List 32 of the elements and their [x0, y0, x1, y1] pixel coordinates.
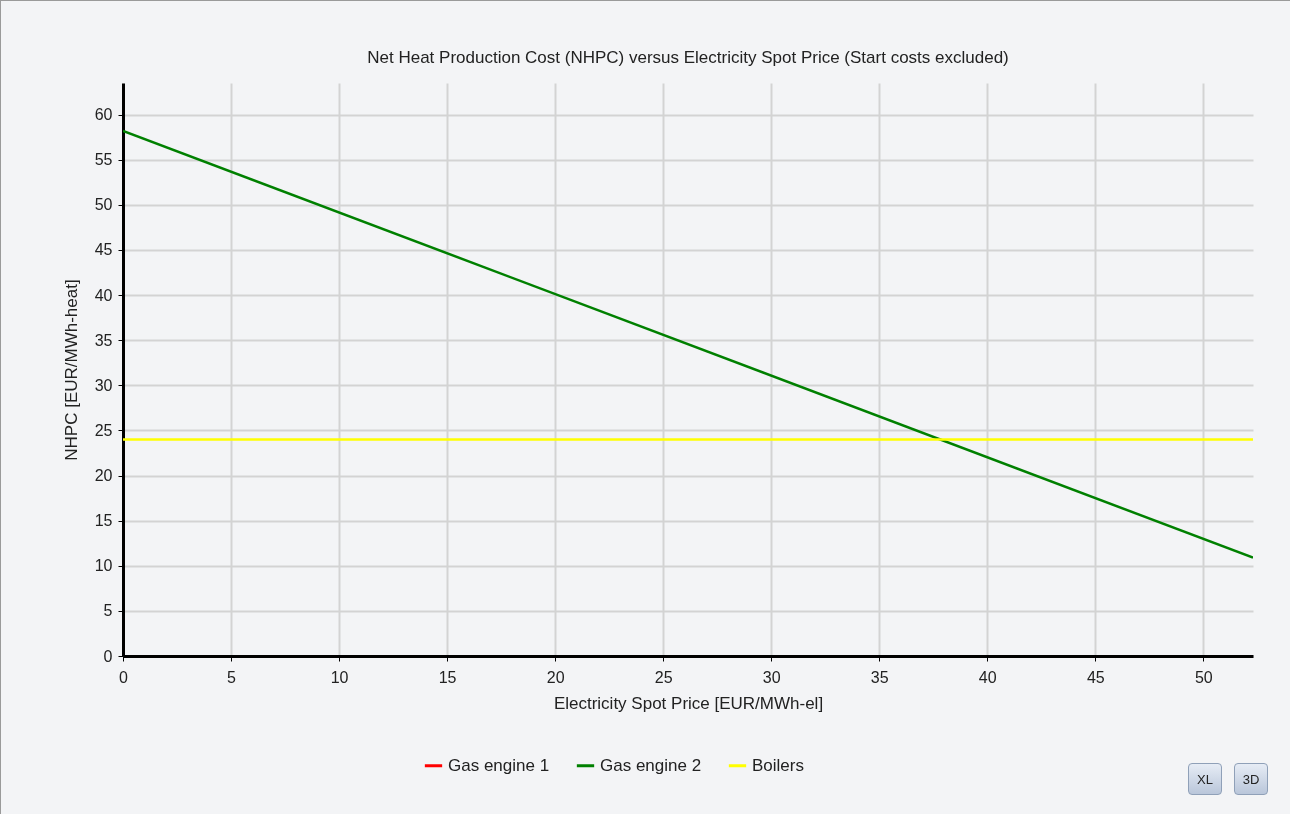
y-tick-label: 60: [94, 106, 113, 124]
y-tick-label: 0: [103, 647, 113, 665]
x-tick-label: 45: [1086, 668, 1105, 686]
button[interactable]: 3D: [1234, 763, 1268, 795]
y-tick-label: 5: [103, 602, 113, 620]
chart-title: Net Heat Production Cost (NHPC) versus Electricity Spot Price (Start costs excluded): [367, 48, 1009, 67]
legend-label: Gas engine 1: [448, 755, 550, 775]
x-tick-label: 30: [762, 668, 781, 686]
y-tick-label: 25: [94, 421, 113, 439]
y-tick-label: 30: [94, 376, 113, 394]
x-tick-label: 20: [546, 668, 565, 686]
y-tick-label: 40: [94, 286, 113, 304]
x-tick-label: 25: [654, 668, 673, 686]
legend-label: Boilers: [752, 755, 804, 775]
x-tick-label: 50: [1194, 668, 1213, 686]
x-tick-label: 40: [978, 668, 997, 686]
y-tick-label: 55: [94, 151, 113, 169]
y-tick-label: 35: [94, 331, 113, 349]
x-axis-title: Electricity Spot Price [EUR/MWh-el]: [553, 693, 824, 713]
y-tick-label: 50: [94, 196, 113, 214]
y-tick-label: 10: [94, 557, 113, 575]
legend-label: Gas engine 2: [600, 755, 702, 775]
button[interactable]: XL: [1188, 763, 1222, 795]
x-tick-label: 10: [330, 668, 349, 686]
y-tick-label: 20: [94, 467, 113, 485]
x-tick-label: 15: [438, 668, 457, 686]
y-axis-title: NHPC [EUR/MWh-heat]: [61, 279, 81, 461]
x-tick-label: 35: [870, 668, 889, 686]
y-tick-label: 45: [94, 241, 113, 259]
x-tick-label: 5: [227, 668, 237, 686]
x-tick-label: 0: [119, 668, 129, 686]
y-tick-label: 15: [94, 512, 113, 530]
